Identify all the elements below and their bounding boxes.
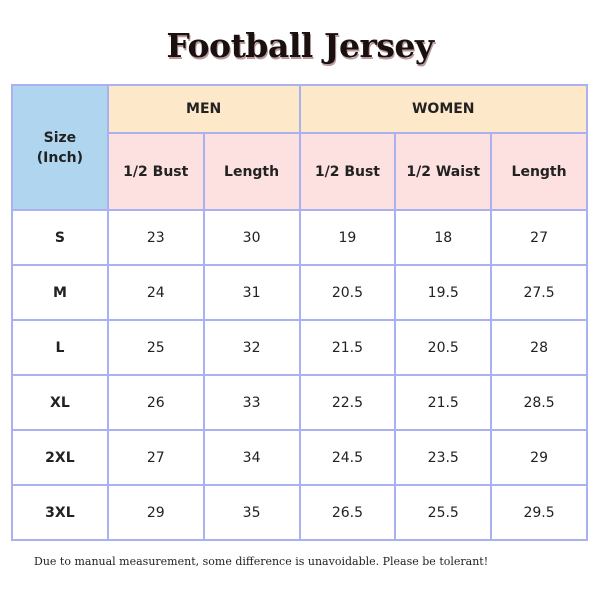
note: Due to manual measurement, some differen… bbox=[34, 555, 489, 568]
measurement-text: 23 bbox=[146, 229, 165, 246]
measurement: 27 bbox=[492, 211, 586, 264]
measurement: 27.5 bbox=[492, 266, 586, 319]
column-header-text: Length bbox=[511, 163, 567, 180]
measurement-text: 28 bbox=[530, 339, 548, 356]
group-header: WOMEN bbox=[300, 86, 586, 132]
size-label: M bbox=[13, 266, 107, 319]
measurement-text: 19.5 bbox=[427, 284, 459, 301]
measurement: 25 bbox=[108, 321, 203, 374]
measurement: 33 bbox=[204, 376, 299, 429]
measurement: 23 bbox=[108, 211, 203, 264]
measurement-text: 32 bbox=[242, 339, 261, 356]
measurement: 19.5 bbox=[396, 266, 491, 319]
size-label-text: L bbox=[55, 339, 65, 356]
measurement-text: 21.5 bbox=[331, 339, 363, 356]
column-header-text: Length bbox=[224, 163, 280, 180]
group-header: MEN bbox=[108, 86, 299, 132]
measurement-text: 18 bbox=[434, 229, 453, 246]
group-header-text: WOMEN bbox=[411, 101, 475, 117]
measurement-text: 21.5 bbox=[427, 394, 459, 411]
measurement-text: 22.5 bbox=[331, 394, 363, 411]
measurement-text: 25 bbox=[146, 339, 165, 356]
measurement: 28.5 bbox=[492, 376, 586, 429]
measurement: 26.5 bbox=[300, 486, 395, 539]
measurement-text: 20.5 bbox=[427, 339, 459, 356]
size-label: S bbox=[13, 211, 107, 264]
measurement: 24.5 bbox=[300, 431, 395, 484]
measurement-text: 28.5 bbox=[523, 394, 555, 411]
column-header: 1/2 Bust bbox=[108, 134, 203, 209]
measurement: 29.5 bbox=[492, 486, 586, 539]
column-header-text: 1/2 Waist bbox=[406, 163, 481, 180]
measurement-text: 27 bbox=[146, 449, 165, 466]
measurement: 20.5 bbox=[300, 266, 395, 319]
measurement: 35 bbox=[204, 486, 299, 539]
corner-header-text: Size (Inch) bbox=[36, 129, 84, 166]
measurement-text: 30 bbox=[242, 229, 261, 246]
measurement: 20.5 bbox=[396, 321, 491, 374]
measurement: 34 bbox=[204, 431, 299, 484]
measurement: 31 bbox=[204, 266, 299, 319]
measurement-text: 24.5 bbox=[331, 449, 363, 466]
measurement-text: 27 bbox=[530, 229, 548, 246]
column-header: Length bbox=[204, 134, 299, 209]
measurement: 30 bbox=[204, 211, 299, 264]
measurement-text: 26 bbox=[146, 394, 165, 411]
group-header-text: MEN bbox=[186, 101, 222, 117]
measurement-text: 31 bbox=[242, 284, 261, 301]
size-label-text: 2XL bbox=[45, 449, 75, 466]
title: Football Jersey bbox=[166, 26, 434, 65]
measurement-text: 24 bbox=[146, 284, 165, 301]
measurement: 29 bbox=[108, 486, 203, 539]
measurement-text: 35 bbox=[242, 504, 261, 521]
measurement: 21.5 bbox=[396, 376, 491, 429]
measurement-text: 23.5 bbox=[427, 449, 459, 466]
measurement-text: 19 bbox=[338, 229, 357, 246]
measurement-text: 20.5 bbox=[331, 284, 363, 301]
column-header: 1/2 Waist bbox=[396, 134, 491, 209]
measurement-text: 29 bbox=[146, 504, 165, 521]
measurement: 18 bbox=[396, 211, 491, 264]
measurement-text: 26.5 bbox=[331, 504, 363, 521]
measurement: 26 bbox=[108, 376, 203, 429]
column-header-text: 1/2 Bust bbox=[123, 163, 189, 180]
measurement: 27 bbox=[108, 431, 203, 484]
measurement: 21.5 bbox=[300, 321, 395, 374]
size-label-text: M bbox=[52, 284, 67, 301]
size-label: XL bbox=[13, 376, 107, 429]
size-label-text: XL bbox=[50, 394, 70, 411]
measurement: 29 bbox=[492, 431, 586, 484]
measurement-text: 34 bbox=[242, 449, 261, 466]
size-table: Size (Inch) MEN 1/2 Bust Length WOMEN 1/2 Bus… bbox=[11, 84, 588, 541]
size-label: 2XL bbox=[13, 431, 107, 484]
measurement-text: 25.5 bbox=[427, 504, 459, 521]
measurement-text: 27.5 bbox=[523, 284, 555, 301]
size-label: 3XL bbox=[13, 486, 107, 539]
column-header-text: 1/2 Bust bbox=[314, 163, 380, 180]
measurement: 24 bbox=[108, 266, 203, 319]
measurement: 32 bbox=[204, 321, 299, 374]
column-header: 1/2 Bust bbox=[300, 134, 395, 209]
measurement: 28 bbox=[492, 321, 586, 374]
corner-header: Size (Inch) bbox=[13, 86, 107, 209]
size-label-text: S bbox=[54, 229, 65, 246]
measurement-text: 29.5 bbox=[523, 504, 555, 521]
measurement: 23.5 bbox=[396, 431, 491, 484]
column-header: Length bbox=[492, 134, 586, 209]
measurement: 25.5 bbox=[396, 486, 491, 539]
measurement: 22.5 bbox=[300, 376, 395, 429]
measurement-text: 33 bbox=[242, 394, 261, 411]
size-label: L bbox=[13, 321, 107, 374]
measurement-text: 29 bbox=[530, 449, 548, 466]
size-label-text: 3XL bbox=[45, 504, 75, 521]
measurement: 19 bbox=[300, 211, 395, 264]
